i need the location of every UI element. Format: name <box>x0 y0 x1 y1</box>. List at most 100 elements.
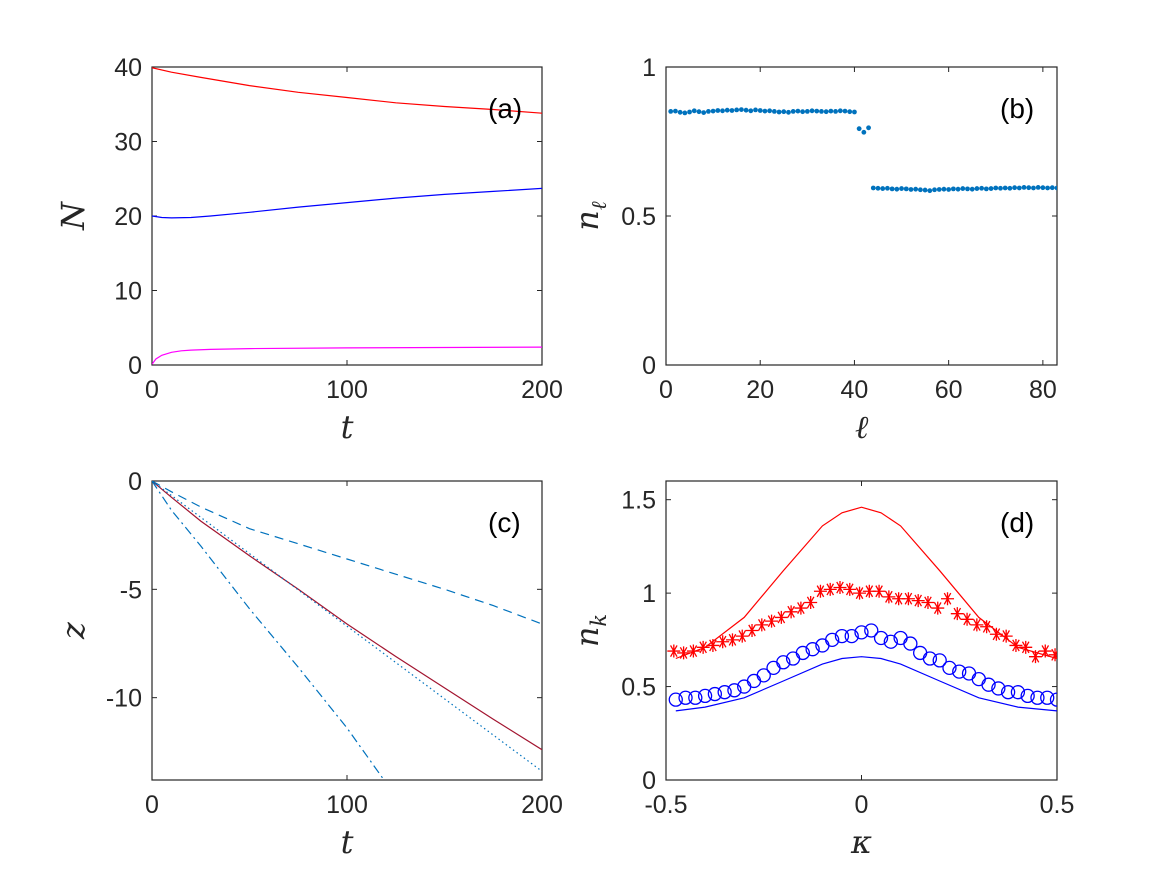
data-point-star <box>970 618 984 632</box>
x-tick-label: 200 <box>521 791 563 819</box>
panel-label: (a) <box>488 93 522 124</box>
data-point-dot <box>682 110 688 116</box>
data-point-circle <box>795 645 810 661</box>
data-point-dot <box>1049 185 1055 191</box>
data-point-circle <box>1049 692 1057 707</box>
data-point-circle <box>756 668 771 683</box>
data-point-dot <box>691 108 697 114</box>
data-point-dot <box>762 108 768 114</box>
x-tick-label: 0 <box>855 791 869 819</box>
data-point-dot <box>908 187 914 192</box>
data-point-dot <box>668 109 674 114</box>
series-line-solid <box>152 481 542 751</box>
series-line-red-line <box>675 506 1057 660</box>
data-point-dot <box>847 109 853 115</box>
y-axis-label: nk <box>568 614 611 647</box>
panel-c: 0 100 200 0 -5 -10 t z (c) <box>54 468 563 861</box>
data-point-dot <box>1040 185 1046 191</box>
data-point-dot <box>823 109 829 115</box>
data-point-dot <box>786 109 791 115</box>
data-point-dot <box>781 109 787 115</box>
data-point-dot <box>757 108 763 113</box>
y-axis-label: z <box>54 621 92 640</box>
data-point-circle <box>805 642 820 657</box>
data-area <box>667 506 1057 712</box>
data-point-circle <box>1000 685 1016 700</box>
x-tick-label: 0 <box>145 376 159 404</box>
data-point-dot <box>753 107 758 113</box>
data-point-star <box>725 633 739 647</box>
data-point-dot <box>913 186 919 192</box>
data-point-circle <box>707 686 723 702</box>
data-point-dot <box>998 185 1003 191</box>
x-tick-label: 60 <box>935 376 963 404</box>
data-point-dot <box>710 108 716 114</box>
data-point-star <box>872 584 886 598</box>
x-axis-label: t <box>341 408 354 446</box>
data-point-star <box>813 584 827 598</box>
data-point-dot <box>866 125 871 131</box>
data-point-dot <box>804 109 810 114</box>
data-point-dot <box>776 109 782 115</box>
data-point-dot <box>1045 185 1050 191</box>
y-tick-label: 0.5 <box>621 203 656 231</box>
x-tick-label: 80 <box>1029 376 1057 404</box>
x-tick-label: 20 <box>746 376 774 404</box>
data-point-star <box>960 612 974 626</box>
data-point-star <box>1038 644 1052 658</box>
data-point-star <box>892 592 906 606</box>
data-point-circle <box>678 690 693 705</box>
data-point-star <box>980 620 994 634</box>
data-point-star <box>1028 650 1042 664</box>
y-tick-label: -5 <box>120 576 142 604</box>
data-point-dot <box>790 109 796 114</box>
y-tick-label: 0 <box>642 352 656 380</box>
data-point-circle <box>1020 688 1035 704</box>
x-tick-label: 100 <box>326 376 368 404</box>
data-point-star <box>696 640 710 654</box>
data-point-circle <box>922 651 938 666</box>
panel-label: (c) <box>488 507 521 538</box>
data-point-circle <box>942 660 957 676</box>
data-point-dot <box>1021 184 1027 190</box>
data-point-dot <box>842 108 848 114</box>
data-point-star <box>677 646 691 660</box>
data-point-star <box>706 638 720 652</box>
data-point-star <box>1048 648 1057 662</box>
data-point-dot <box>1007 185 1013 191</box>
data-point-circle <box>932 653 947 668</box>
data-point-dot <box>1035 184 1041 190</box>
data-point-dot <box>705 109 711 114</box>
y-tick-label: 1 <box>642 580 656 608</box>
data-point-dot <box>894 186 900 192</box>
data-point-star <box>999 629 1013 643</box>
panel-label: (d) <box>1000 507 1034 538</box>
data-point-dot <box>941 186 947 192</box>
series-line-blue-line <box>675 656 1057 712</box>
data-point-circle <box>883 634 898 649</box>
y-axis-label: nℓ <box>568 201 611 231</box>
data-point-star <box>901 592 915 606</box>
data-point-dot <box>861 129 867 135</box>
data-point-star <box>862 584 876 598</box>
data-point-star <box>853 586 867 600</box>
y-tick-label: 1 <box>642 54 656 82</box>
y-tick-label: 30 <box>114 129 142 157</box>
data-point-dot <box>809 108 815 114</box>
data-point-dot <box>932 187 937 193</box>
data-point-dot <box>729 108 735 113</box>
data-point-star <box>911 594 925 608</box>
data-area <box>668 107 1057 194</box>
data-point-dot <box>856 126 862 132</box>
data-point-dot <box>748 108 754 114</box>
data-point-dot <box>677 109 683 115</box>
data-point-dot <box>979 185 985 191</box>
data-point-dot <box>1002 185 1008 191</box>
data-point-circle <box>991 681 1006 696</box>
data-point-dot <box>771 109 777 114</box>
y-axis-label-subscript: ℓ <box>587 201 611 210</box>
data-point-dot <box>852 109 857 115</box>
